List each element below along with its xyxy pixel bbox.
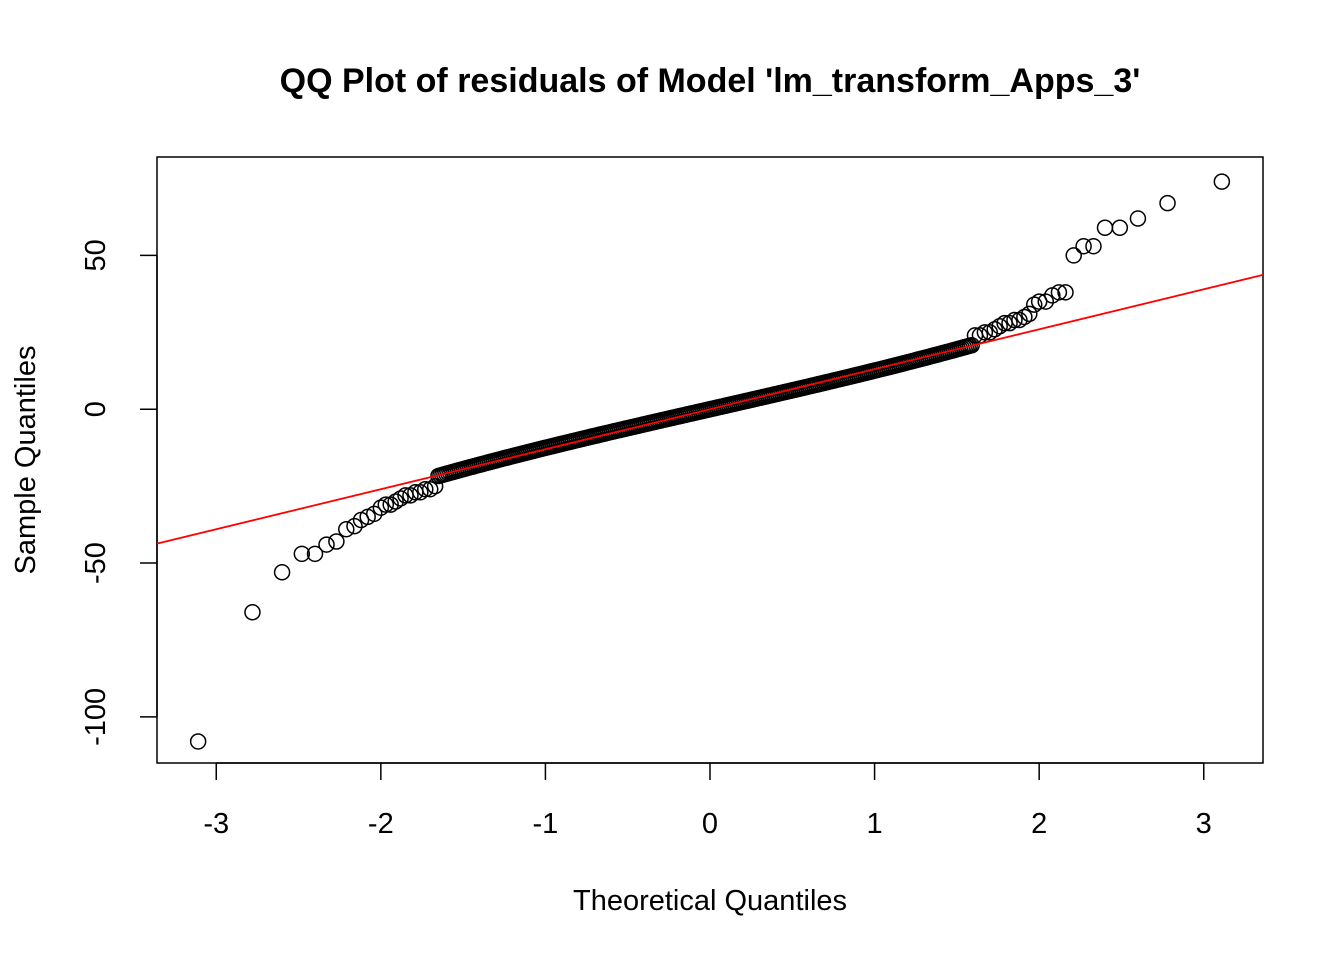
x-tick-label: 2: [1031, 808, 1047, 840]
data-point: [306, 545, 324, 563]
data-point: [1025, 296, 1043, 313]
y-tick-label: 0: [80, 401, 112, 417]
data-point: [382, 496, 399, 513]
data-point: [417, 480, 434, 498]
chart-title: QQ Plot of residuals of Model 'lm_transf…: [280, 62, 1141, 100]
data-point: [366, 505, 383, 523]
x-tick-label: 0: [702, 808, 718, 840]
y-tick-label: -50: [80, 542, 112, 584]
data-point: [1021, 305, 1038, 323]
points-layer: [189, 173, 1231, 750]
data-point: [377, 496, 395, 513]
data-point: [1111, 219, 1129, 237]
data-point: [1213, 173, 1231, 190]
data-point: [328, 533, 345, 550]
data-point: [1065, 247, 1082, 264]
data-point: [392, 490, 409, 507]
data-point: [1006, 311, 1023, 329]
data-point: [1030, 293, 1048, 310]
y-tick-label: -100: [80, 688, 112, 746]
x-tick-label: 3: [1196, 808, 1212, 840]
y-axis: -100 -50 0 50: [80, 239, 158, 746]
data-point: [426, 477, 444, 495]
data-point: [346, 517, 363, 535]
data-point: [402, 487, 419, 504]
data-point: [318, 536, 335, 553]
data-point: [338, 520, 355, 538]
y-tick-label: 50: [80, 239, 112, 271]
x-tick-label: -3: [203, 808, 229, 840]
x-axis-label: Theoretical Quantiles: [573, 885, 847, 917]
data-point: [372, 499, 390, 516]
qq-reference-line: [156, 274, 1264, 545]
data-point: [421, 480, 439, 498]
data-point: [991, 317, 1008, 335]
data-point: [273, 564, 291, 581]
data-point: [387, 493, 404, 510]
data-point: [1001, 314, 1018, 332]
data-point: [1085, 237, 1102, 255]
reference-line-layer: [156, 274, 1264, 545]
data-point: [189, 733, 207, 750]
data-point: [1129, 210, 1147, 227]
data-point: [244, 604, 261, 621]
x-tick-label: -1: [533, 808, 559, 840]
data-point: [1096, 219, 1114, 237]
data-point: [1075, 237, 1092, 255]
x-tick-label: -2: [368, 808, 394, 840]
data-point: [1044, 287, 1061, 304]
y-axis-label: Sample Quantiles: [10, 346, 42, 575]
data-point: [293, 545, 311, 563]
data-point: [1057, 284, 1074, 301]
plot-frame: [156, 156, 1264, 764]
data-point: [412, 484, 429, 501]
data-point: [1037, 293, 1054, 310]
data-point: [963, 336, 980, 354]
data-point: [1016, 308, 1033, 326]
x-axis: -3 -2 -1 0 1 2 3: [203, 762, 1212, 840]
data-point: [986, 321, 1003, 338]
data-point: [996, 314, 1013, 332]
data-point: [966, 327, 984, 344]
data-point: [976, 324, 994, 341]
data-point: [1159, 194, 1176, 212]
x-tick-label: 1: [867, 808, 883, 840]
